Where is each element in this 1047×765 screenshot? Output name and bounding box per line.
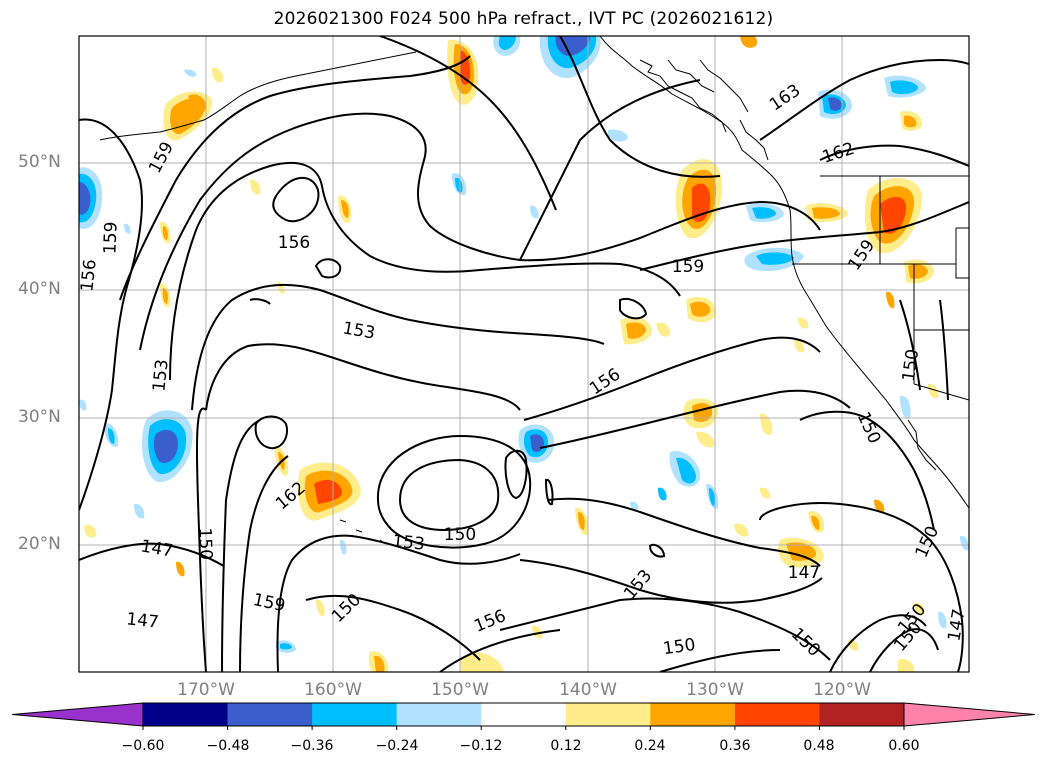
coastline-layer	[99, 36, 969, 545]
colorbar-tick-label: 0.60	[888, 738, 920, 754]
lon-label-150w: 150°W	[431, 680, 489, 700]
contour-label: 150	[194, 527, 215, 560]
colorbar-segment	[481, 703, 567, 726]
contour-label: 147	[788, 563, 820, 583]
contour-label: 147	[944, 607, 969, 642]
map-panel: 159 159 156 156 153 153 156 162 147 150 …	[77, 35, 970, 673]
contour-label: 159	[100, 221, 121, 254]
colorbar-segment	[227, 703, 313, 726]
lon-label-120w: 120°W	[813, 680, 871, 700]
colorbar-extend-low	[12, 703, 143, 726]
lat-label-40n: 40°N	[18, 279, 61, 299]
colorbar-tick-label: 0.12	[550, 738, 582, 754]
colorbar-segment	[396, 703, 482, 726]
lon-label-170w: 170°W	[177, 680, 235, 700]
contour-label: 147	[125, 609, 159, 632]
colorbar	[11, 702, 1036, 730]
lon-label-140w: 140°W	[559, 680, 617, 700]
colorbar-tick-label: 0.48	[803, 738, 835, 754]
contour-label: 150	[662, 635, 697, 659]
colorbar-segment	[143, 703, 229, 726]
lat-lon-grid	[79, 36, 969, 672]
lat-label-20n: 20°N	[18, 534, 61, 554]
colorbar-tick-label: −0.36	[290, 738, 334, 754]
refractivity-contours	[79, 36, 969, 672]
colorbar-tick-label: 0.24	[634, 738, 666, 754]
map-frame	[78, 35, 970, 673]
contour-label: 156	[77, 258, 100, 292]
lat-label-30n: 30°N	[18, 407, 61, 427]
contour-label: 156	[278, 233, 310, 253]
contour-label: 153	[391, 531, 425, 554]
colorbar-tick-label: 0.36	[719, 738, 751, 754]
contour-label: 159	[672, 257, 704, 277]
colorbar-tick-label: −0.24	[375, 738, 419, 754]
colorbar-tick-label: −0.48	[206, 738, 250, 754]
colorbar-segment	[650, 703, 736, 726]
map-title: 2026021300 F024 500 hPa refract., IVT PC…	[273, 9, 774, 29]
colorbar-segment	[819, 703, 905, 726]
contour-label: 150	[899, 348, 923, 383]
colorbar-segment	[734, 703, 820, 726]
colorbar-segment	[565, 703, 651, 726]
contour-label: 150	[444, 525, 476, 545]
colorbar-segment	[312, 703, 398, 726]
colorbar-extend-high	[904, 703, 1035, 726]
lat-label-50n: 50°N	[18, 152, 61, 172]
lon-label-160w: 160°W	[304, 680, 362, 700]
colorbar-tick-label: −0.12	[459, 738, 503, 754]
contour-label: 153	[149, 358, 172, 392]
lon-label-130w: 130°W	[686, 680, 744, 700]
colorbar-tick-label: −0.60	[121, 738, 165, 754]
